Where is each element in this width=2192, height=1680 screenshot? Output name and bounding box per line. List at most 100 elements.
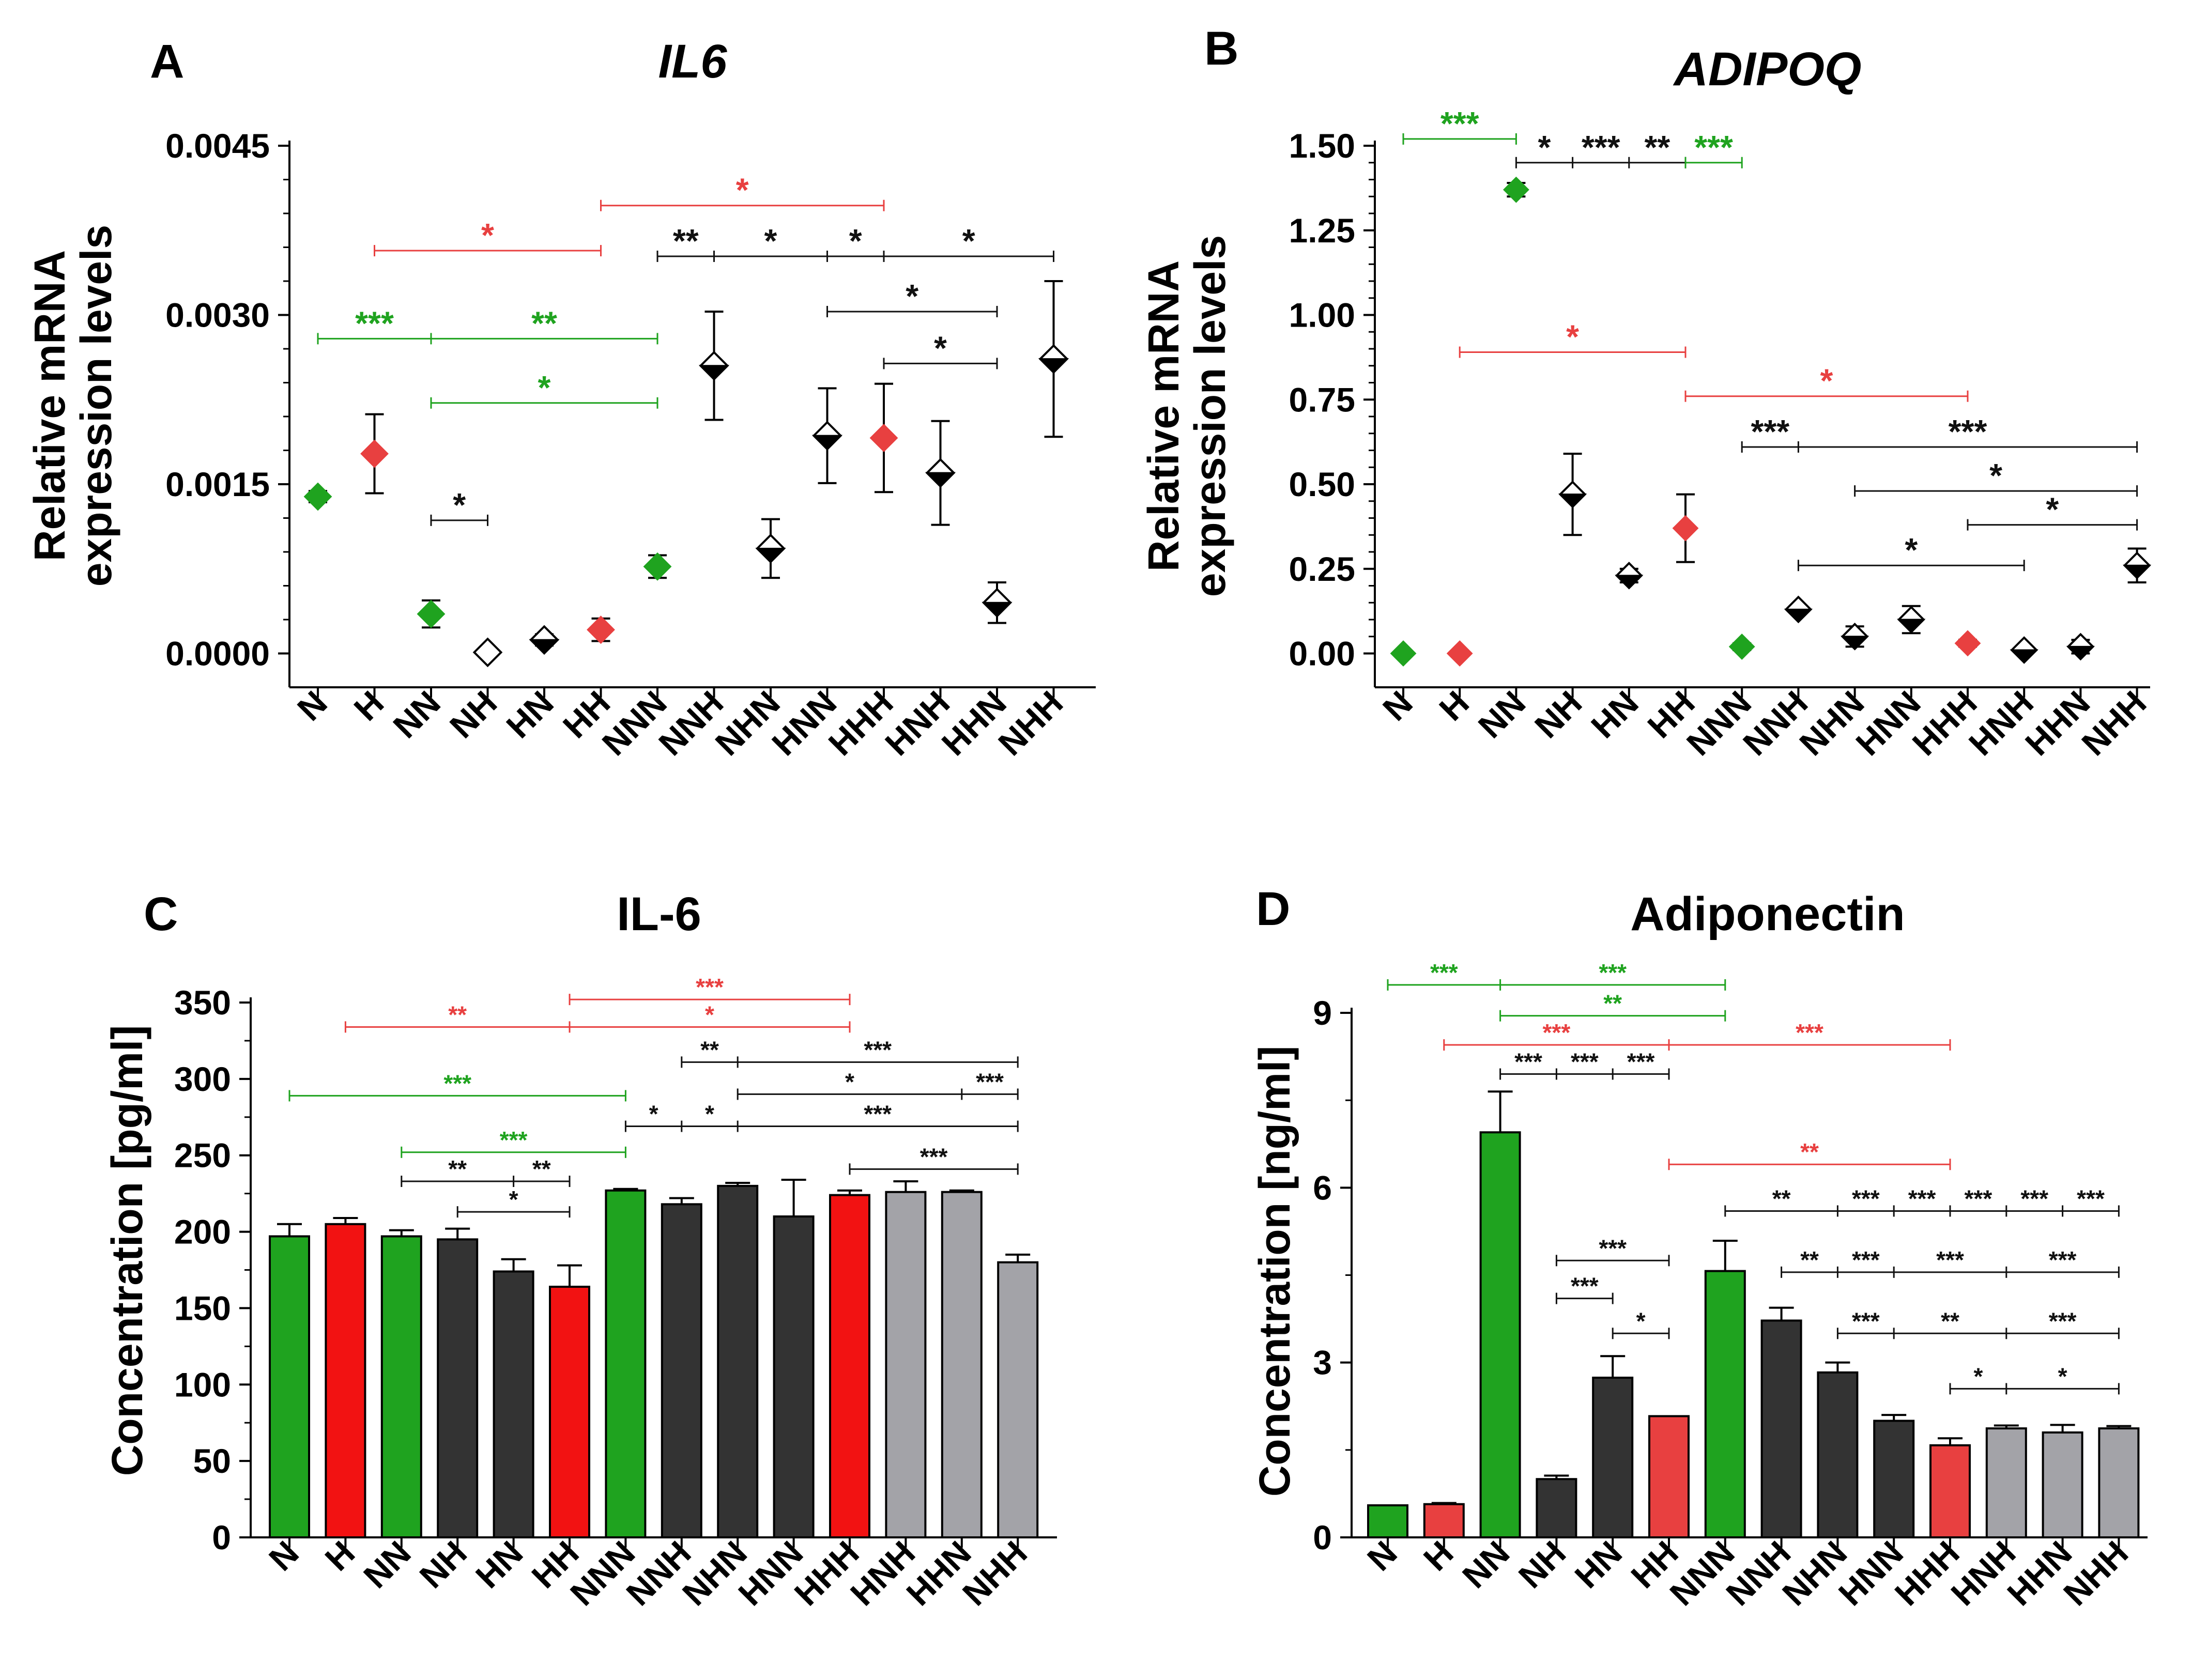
- data-marker-fill: [698, 365, 730, 380]
- bar: [941, 1191, 983, 1539]
- significance-label: ***: [1571, 1273, 1599, 1300]
- y-tick-label: 0: [1313, 1518, 1332, 1556]
- significance-label: **: [1941, 1307, 1959, 1334]
- significance-label: ***: [2049, 1307, 2077, 1334]
- bar: [380, 1235, 422, 1538]
- panel-b-title: ADIPOQ: [1673, 43, 1862, 96]
- significance-label: ***: [1949, 413, 1987, 450]
- bar: [1479, 1131, 1521, 1538]
- bar: [1423, 1503, 1465, 1538]
- panel-b-ylabel-line1: Relative mRNA: [1139, 260, 1188, 572]
- data-marker: [1446, 640, 1473, 667]
- data-marker: [303, 482, 332, 511]
- panel-c-letter: C: [144, 888, 178, 941]
- y-tick-label: 1.00: [1289, 296, 1355, 334]
- significance-label: *: [2046, 491, 2059, 528]
- panel-a-title: IL6: [658, 35, 728, 88]
- significance-label: ***: [696, 974, 724, 1000]
- significance-label: *: [736, 172, 749, 209]
- significance-label: **: [1800, 1138, 1819, 1165]
- significance-label: ***: [355, 304, 394, 342]
- significance-label: *: [705, 1001, 714, 1028]
- data-marker-fill: [755, 547, 786, 563]
- significance-label: *: [509, 1186, 518, 1213]
- y-tick-label: 0.25: [1289, 550, 1355, 588]
- data-marker: [360, 439, 389, 468]
- significance-label: ***: [1751, 413, 1789, 450]
- significance-label: ***: [1627, 1048, 1655, 1075]
- significance-label: ***: [864, 1036, 892, 1063]
- significance-label: *: [1538, 129, 1551, 166]
- data-marker: [1390, 640, 1417, 667]
- bar: [1985, 1427, 2027, 1538]
- data-marker: [1672, 515, 1699, 542]
- bar: [1873, 1420, 1915, 1538]
- data-marker-fill: [1615, 575, 1644, 589]
- y-tick-label: 0.00: [1289, 635, 1355, 673]
- significance-label: ***: [1936, 1246, 1964, 1273]
- data-marker-fill: [529, 639, 560, 655]
- bar: [661, 1203, 702, 1538]
- data-marker-fill: [811, 435, 843, 451]
- panel-b-ylabel-line2: expression levels: [1186, 235, 1234, 597]
- significance-label: **: [1772, 1185, 1791, 1212]
- bar: [549, 1286, 590, 1538]
- significance-label: ***: [443, 1070, 471, 1097]
- significance-label: ***: [2049, 1246, 2077, 1273]
- data-marker-fill: [2122, 564, 2152, 579]
- significance-label: *: [649, 1101, 658, 1128]
- significance-label: *: [962, 222, 975, 259]
- significance-label: ***: [1908, 1185, 1936, 1212]
- y-tick-label: 350: [174, 983, 231, 1022]
- y-tick-label: 9: [1313, 994, 1332, 1032]
- bar: [1760, 1319, 1802, 1538]
- significance-label: ***: [1440, 105, 1479, 142]
- panel-a-ylabel-line2: expression levels: [72, 225, 120, 587]
- data-marker-fill: [1840, 636, 1869, 650]
- significance-label: *: [1973, 1363, 1983, 1390]
- significance-label: **: [448, 1155, 467, 1182]
- data-marker-fill: [1038, 358, 1069, 374]
- significance-label: *: [1636, 1307, 1646, 1334]
- bar: [1648, 1415, 1690, 1538]
- panel-d-ylabel: Concentration [ng/ml]: [1250, 1046, 1299, 1497]
- significance-label: ***: [1582, 129, 1620, 166]
- bar: [997, 1261, 1039, 1539]
- significance-label: *: [1820, 362, 1833, 399]
- significance-label: *: [2058, 1363, 2067, 1390]
- y-tick-label: 3: [1313, 1344, 1332, 1382]
- significance-label: ***: [1852, 1185, 1880, 1212]
- significance-label: ***: [1430, 959, 1458, 986]
- significance-label: ***: [1571, 1048, 1599, 1075]
- y-tick-label: 0.0000: [165, 635, 270, 673]
- data-marker-fill: [1558, 494, 1587, 508]
- bar: [1929, 1444, 1971, 1538]
- data-marker: [643, 552, 672, 581]
- data-marker-fill: [925, 472, 956, 488]
- bar: [1536, 1478, 1577, 1538]
- panel-c-title: IL-6: [617, 888, 701, 941]
- significance-label: **: [532, 1155, 551, 1182]
- significance-label: *: [481, 217, 494, 254]
- y-tick-label: 0.0030: [165, 296, 270, 334]
- y-tick-label: 150: [174, 1289, 231, 1327]
- significance-label: ***: [1852, 1307, 1880, 1334]
- significance-label: **: [673, 222, 699, 259]
- bar: [2098, 1427, 2140, 1538]
- data-marker-fill: [2010, 649, 2038, 664]
- data-marker: [472, 637, 503, 668]
- y-tick-label: 300: [174, 1060, 231, 1098]
- significance-label: ***: [1965, 1185, 1992, 1212]
- significance-label: *: [764, 222, 777, 259]
- significance-label: ***: [1852, 1246, 1880, 1273]
- bar: [1817, 1371, 1859, 1538]
- significance-label: ***: [1694, 129, 1733, 166]
- bar: [1367, 1504, 1408, 1538]
- data-marker: [417, 599, 446, 628]
- bar: [493, 1270, 534, 1538]
- data-marker: [1503, 176, 1529, 203]
- bar: [2042, 1431, 2083, 1538]
- significance-label: *: [453, 486, 466, 523]
- y-tick-label: 0.0045: [165, 127, 270, 165]
- y-tick-label: 1.50: [1289, 127, 1355, 165]
